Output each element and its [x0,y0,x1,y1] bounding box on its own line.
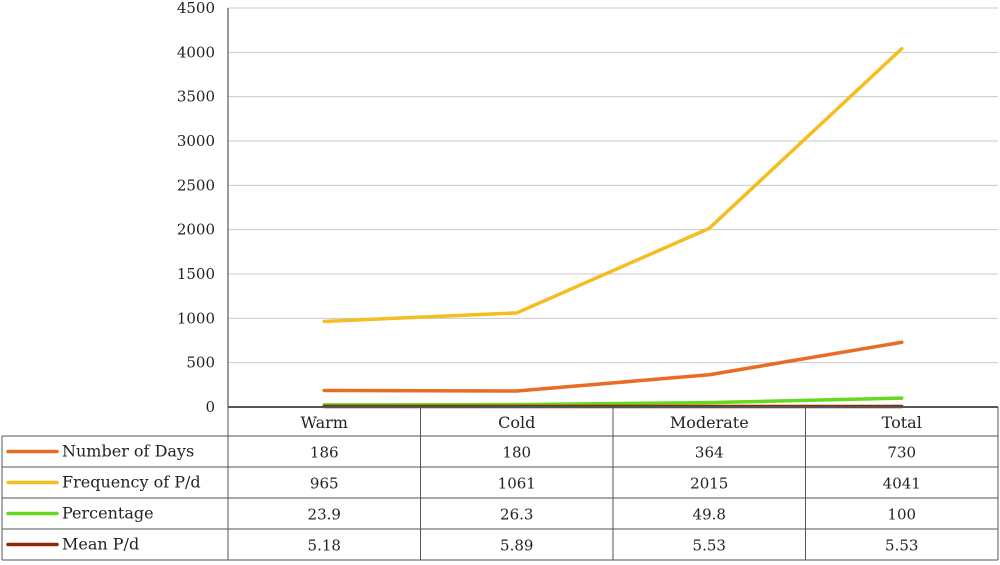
series-line [322,46,904,324]
x-category-label: Cold [498,413,535,432]
data-value-label: 5.53 [693,537,726,555]
y-tick-label: 4000 [177,43,215,61]
x-category-label: Warm [301,413,348,432]
y-tick-label: 1500 [177,265,215,283]
data-value-label: 49.8 [693,506,726,524]
y-tick-label: 2500 [177,176,215,194]
x-category-label: Total [882,413,922,432]
series-line [322,340,904,393]
data-table: Warm Cold Moderate Total Number of Days 186 18… [1,407,999,561]
y-tick-label: 2000 [177,221,215,239]
data-value-label: 730 [887,444,916,462]
data-value-label: 2015 [690,475,728,493]
data-value-label: 5.18 [308,537,341,555]
series-lines [228,46,998,409]
y-tick-label: 0 [205,398,215,416]
series-line [322,396,904,407]
x-category-label: Moderate [670,413,749,432]
y-tick-label: 3500 [177,88,215,106]
legend-label: Percentage [62,504,154,523]
data-value-label: 1061 [498,475,536,493]
data-value-label: 186 [310,444,339,462]
y-tick-label: 4500 [177,0,215,17]
gridlines [228,7,998,364]
y-tick-label: 500 [186,354,215,372]
data-value-label: 965 [310,475,339,493]
y-tick-label: 3000 [177,132,215,150]
data-value-label: 180 [502,444,531,462]
data-value-label: 5.53 [885,537,918,555]
legend-label: Frequency of P/d [62,473,201,492]
data-value-label: 100 [887,506,916,524]
legend-label: Number of Days [62,442,194,461]
data-value-label: 5.89 [500,537,533,555]
y-axis: 0 500 1000 1500 2000 2500 3000 3500 4000 4500 [177,0,229,416]
y-tick-label: 1000 [177,309,215,327]
data-value-label: 364 [695,444,724,462]
data-value-label: 26.3 [500,506,533,524]
data-value-label: 4041 [883,475,921,493]
data-value-label: 23.9 [308,506,341,524]
legend-label: Mean P/d [62,535,139,554]
